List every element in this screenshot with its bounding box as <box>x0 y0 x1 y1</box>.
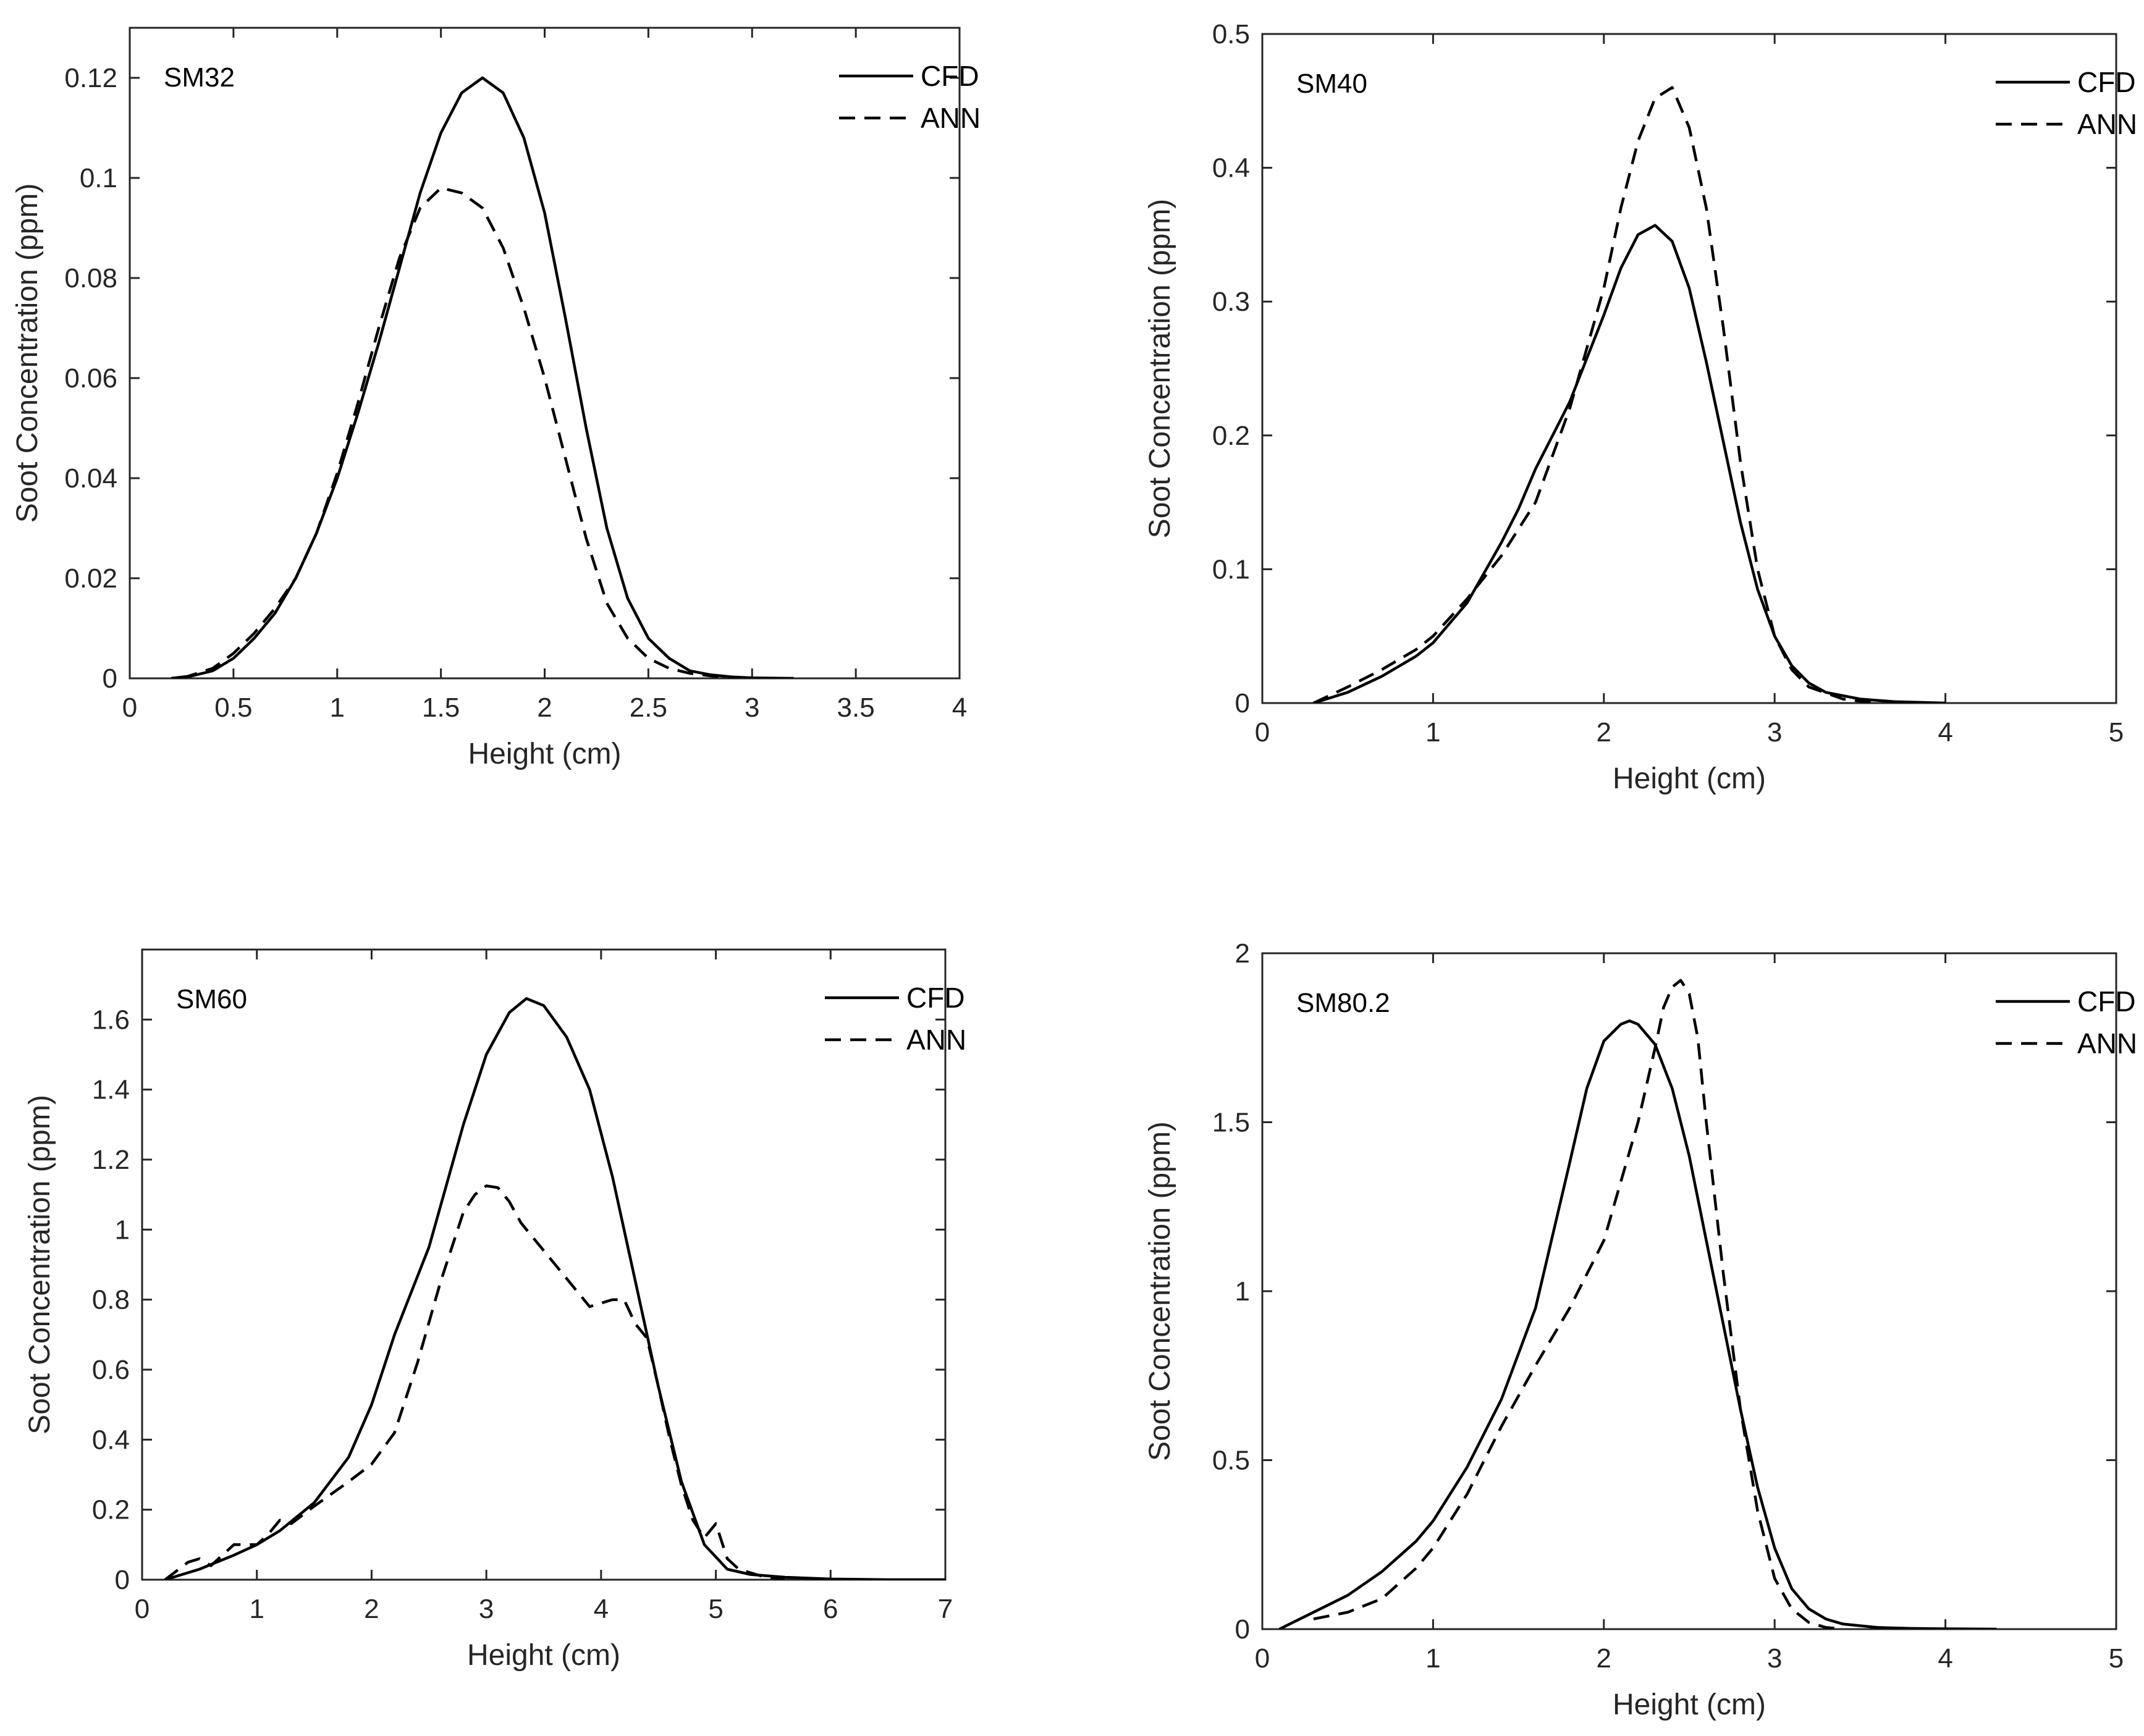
y-tick-label: 2 <box>1235 938 1250 969</box>
series-line-cfd <box>1313 224 1946 703</box>
y-tick-label: 0.8 <box>92 1285 130 1315</box>
y-tick-label: 0 <box>1235 1614 1250 1645</box>
legend: CFD ANN <box>839 60 981 134</box>
series-line-ann <box>164 1184 785 1580</box>
series-line-ann <box>181 186 732 678</box>
x-tick-label: 3.5 <box>837 693 875 723</box>
legend-label-cfd: CFD <box>921 60 979 92</box>
y-tick-label: 0.5 <box>1212 1446 1250 1476</box>
x-tick-label: 2 <box>364 1594 379 1624</box>
x-tick-label: 2 <box>1597 1643 1611 1674</box>
y-tick-label: 1.4 <box>92 1075 130 1105</box>
panel-title: SM32 <box>164 62 235 93</box>
panel-title: SM80.2 <box>1296 988 1390 1018</box>
x-tick-label: 6 <box>823 1594 838 1624</box>
series-line-ann <box>1313 979 1844 1629</box>
plot-area-sm32 <box>129 27 961 680</box>
series-line-ann <box>1312 86 1878 703</box>
x-tick-label: 3 <box>1767 1643 1782 1674</box>
x-tick-label: 3 <box>479 1594 494 1624</box>
x-tick-label: 1 <box>1425 1643 1440 1674</box>
series-line-cfd <box>171 76 794 678</box>
y-tick-label: 0.6 <box>92 1355 130 1385</box>
chart-panel-sm32: 0 0.5 1 1.5 2 2.5 3 3.5 4 0 0.02 0.04 0.06 0.08 0.1 0.1… <box>11 27 981 770</box>
x-axis-label: Height (cm) <box>1613 1688 1766 1721</box>
legend-label-cfd: CFD <box>2077 985 2136 1018</box>
y-tick-label: 0 <box>115 1565 130 1595</box>
chart-panel-sm60: 0 1 2 3 4 5 6 7 0 0.2 0.4 0.6 0.8 1 1.2 1.4 1.6 Height (c… <box>23 948 966 1672</box>
y-tick-label: 1.5 <box>1212 1108 1250 1138</box>
legend-label-cfd: CFD <box>906 982 965 1014</box>
y-tick-label: 0.1 <box>80 163 117 193</box>
x-tick-label: 7 <box>938 1594 953 1624</box>
legend: CFD ANN <box>825 982 966 1056</box>
y-tick-label: 1 <box>115 1215 130 1245</box>
y-tick-label: 0.06 <box>64 363 117 394</box>
y-tick-label: 0 <box>1235 688 1250 718</box>
y-tick-label: 1 <box>1235 1276 1250 1307</box>
y-axis-label: Soot Concentration (ppm) <box>11 183 44 523</box>
x-tick-label: 1 <box>249 1594 264 1624</box>
y-tick-label: 1.6 <box>92 1005 130 1035</box>
panel-title: SM40 <box>1296 69 1367 99</box>
x-tick-label: 4 <box>952 693 967 723</box>
plot-area-sm60 <box>141 948 947 1581</box>
y-tick-label: 0.4 <box>92 1425 130 1455</box>
x-tick-label: 5 <box>708 1594 723 1624</box>
y-axis-label: Soot Concentration (ppm) <box>1144 1121 1176 1461</box>
x-tick-label: 0.5 <box>214 693 252 723</box>
x-tick-label: 5 <box>2109 1643 2124 1674</box>
y-tick-label: 0.02 <box>64 563 117 594</box>
y-tick-label: 0.3 <box>1212 287 1250 317</box>
legend-label-ann: ANN <box>921 102 981 134</box>
y-tick-label: 0.1 <box>1212 554 1250 584</box>
y-tick-label: 1.2 <box>92 1145 130 1175</box>
x-tick-label: 1 <box>1425 717 1440 748</box>
x-tick-label: 5 <box>2109 717 2124 748</box>
x-tick-label: 0 <box>1255 1643 1270 1674</box>
plot-area-sm80-2 <box>1261 952 2117 1630</box>
x-axis-label: Height (cm) <box>467 1639 620 1672</box>
series-line-cfd <box>164 997 945 1580</box>
x-tick-label: 4 <box>1938 717 1952 748</box>
y-axis-label: Soot Concentration (ppm) <box>23 1095 56 1435</box>
legend-label-cfd: CFD <box>2077 66 2136 98</box>
x-tick-label: 3 <box>1767 717 1782 748</box>
y-tick-label: 0.12 <box>64 63 117 93</box>
x-tick-label: 0 <box>135 1594 150 1624</box>
legend-label-ann: ANN <box>906 1024 966 1056</box>
legend: CFD ANN <box>1996 985 2137 1060</box>
y-tick-label: 0.08 <box>64 263 117 293</box>
x-tick-label: 0 <box>1255 717 1270 748</box>
x-tick-label: 1 <box>330 693 345 723</box>
x-tick-label: 2 <box>537 693 552 723</box>
y-tick-label: 0.04 <box>64 463 117 494</box>
x-tick-label: 1.5 <box>422 693 460 723</box>
legend-label-ann: ANN <box>2077 1027 2137 1060</box>
x-tick-label: 3 <box>745 693 759 723</box>
y-axis-label: Soot Concentration (ppm) <box>1144 199 1176 539</box>
y-tick-label: 0.2 <box>92 1495 130 1525</box>
y-tick-label: 0.4 <box>1212 153 1250 183</box>
y-tick-label: 0 <box>103 664 117 694</box>
panel-title: SM60 <box>176 984 247 1014</box>
x-tick-label: 2 <box>1597 717 1611 748</box>
x-axis-label: Height (cm) <box>468 738 621 770</box>
x-tick-label: 4 <box>594 1594 609 1624</box>
legend-label-ann: ANN <box>2077 108 2137 140</box>
series-line-cfd <box>1278 1019 1997 1629</box>
x-tick-label: 2.5 <box>630 693 667 723</box>
x-tick-label: 0 <box>122 693 137 723</box>
y-tick-label: 0.5 <box>1212 19 1250 49</box>
y-tick-label: 0.2 <box>1212 421 1250 451</box>
x-tick-label: 4 <box>1938 1643 1952 1674</box>
x-axis-label: Height (cm) <box>1613 762 1766 795</box>
legend: CFD ANN <box>1996 66 2137 140</box>
plot-area-sm40 <box>1261 33 2117 704</box>
chart-panel-sm40: 0 1 2 3 4 5 0 0.1 0.2 0.3 0.4 0.5 Height (cm) Soot Co… <box>1144 19 2137 795</box>
